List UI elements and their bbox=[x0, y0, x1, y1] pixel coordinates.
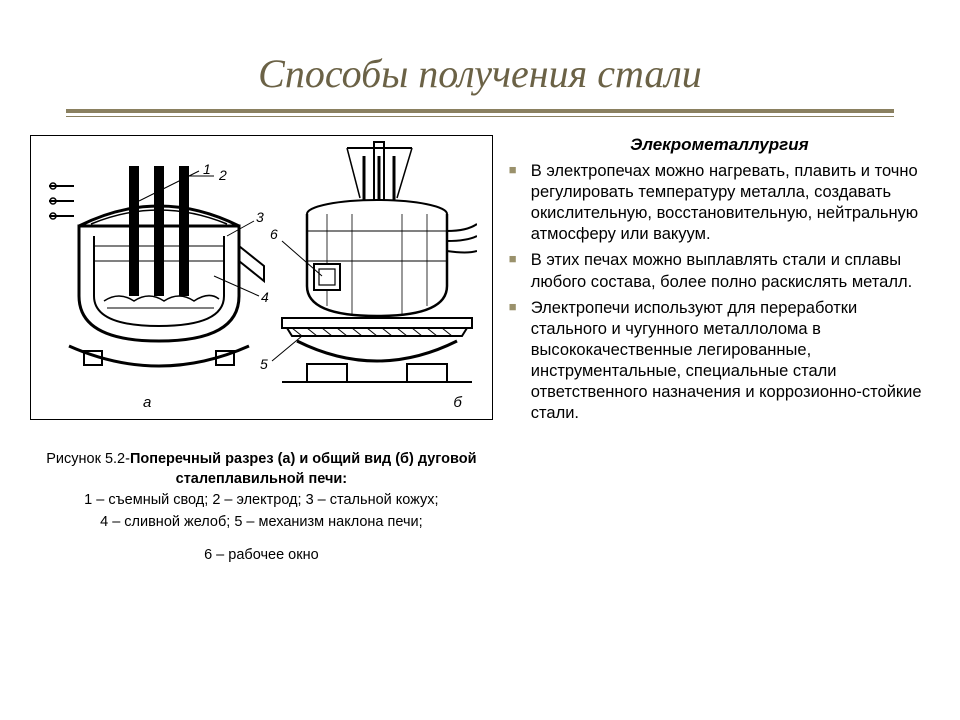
left-column: 1 2 3 4 bbox=[30, 135, 493, 566]
figure-label-a: а bbox=[143, 394, 151, 411]
figure-box: 1 2 3 4 bbox=[30, 135, 493, 420]
list-item-text: Электропечи используют для переработки с… bbox=[531, 299, 922, 423]
list-item-text: В этих печах можно выплавлять стали и сп… bbox=[531, 251, 912, 290]
slide: Способы получения стали bbox=[0, 0, 960, 720]
content-area: 1 2 3 4 bbox=[30, 135, 930, 566]
svg-text:5: 5 bbox=[260, 356, 268, 372]
list-item-text: В электропечах можно нагревать, плавить … bbox=[531, 162, 918, 243]
figure-label-b: б bbox=[453, 394, 461, 411]
figure-caption: Рисунок 5.2-Поперечный разрез (а) и общи… bbox=[30, 450, 493, 566]
figure-b-general-view: 6 5 bbox=[252, 136, 477, 406]
list-item: В электропечах можно нагревать, плавить … bbox=[509, 161, 930, 245]
caption-bold: Поперечный разрез (а) и общий вид (б) ду… bbox=[130, 451, 477, 487]
legend-line-3: 6 – рабочее окно bbox=[38, 546, 485, 566]
svg-text:6: 6 bbox=[270, 226, 278, 242]
list-item: В этих печах можно выплавлять стали и сп… bbox=[509, 250, 930, 292]
right-column: Элекрометаллургия В электропечах можно н… bbox=[503, 135, 930, 566]
bullet-list: В электропечах можно нагревать, плавить … bbox=[509, 161, 930, 424]
svg-text:1: 1 bbox=[203, 161, 211, 177]
slide-title: Способы получения стали bbox=[30, 50, 930, 97]
legend-line-2: 4 – сливной желоб; 5 – механизм наклона … bbox=[38, 513, 485, 533]
legend-line-1: 1 – съемный свод; 2 – электрод; 3 – стал… bbox=[38, 491, 485, 511]
subheading: Элекрометаллургия bbox=[509, 135, 930, 155]
list-item: Электропечи используют для переработки с… bbox=[509, 298, 930, 425]
caption-prefix: Рисунок 5.2- bbox=[46, 451, 130, 467]
title-rule bbox=[66, 109, 894, 117]
figure-a-cross-section: 1 2 3 4 bbox=[49, 146, 269, 386]
svg-text:2: 2 bbox=[218, 167, 227, 183]
